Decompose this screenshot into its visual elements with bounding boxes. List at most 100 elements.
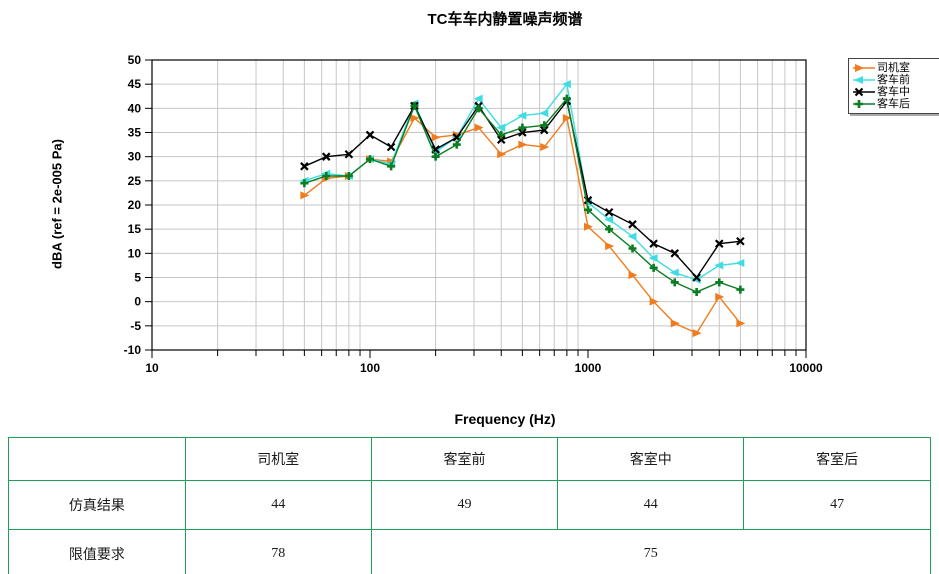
x-tick-label: 100 xyxy=(360,361,380,375)
header-driver-cab: 司机室 xyxy=(184,437,372,481)
marker-triangle-right xyxy=(474,123,484,132)
y-tick-label: 5 xyxy=(134,271,141,285)
marker-plus xyxy=(474,104,483,113)
marker-plus xyxy=(540,121,549,130)
sim-driver-cab-value: 44 xyxy=(184,480,372,530)
table-header-row: 司机室 客室前 客室中 客室后 xyxy=(8,437,931,481)
marker-triangle-right xyxy=(605,242,615,251)
marker-plus xyxy=(366,155,374,164)
marker-triangle-left xyxy=(517,111,527,120)
marker-triangle-right xyxy=(715,292,725,301)
marker-plus xyxy=(584,205,592,214)
y-tick-label: 0 xyxy=(134,295,141,309)
marker-x xyxy=(628,220,637,229)
y-tick-label: 35 xyxy=(128,126,142,140)
marker-plus xyxy=(452,140,461,149)
results-table: 司机室 客室前 客室中 客室后 仿真结果 44 49 44 47 限值要求 78… xyxy=(8,437,932,574)
legend-marker-glyph xyxy=(855,64,864,72)
marker-triangle-right xyxy=(431,133,441,142)
marker-x xyxy=(670,249,680,258)
marker-plus xyxy=(715,278,724,287)
legend-marker-glyph xyxy=(855,100,863,108)
marker-x xyxy=(300,162,309,171)
marker-triangle-left xyxy=(714,261,724,270)
legend-label: 客车前 xyxy=(877,74,910,86)
marker-x xyxy=(365,130,375,140)
y-tick-label: 10 xyxy=(128,246,142,260)
marker-triangle-left xyxy=(473,94,483,103)
marker-plus xyxy=(410,101,419,110)
legend-marker-driver-cab xyxy=(853,64,875,72)
marker-x xyxy=(518,128,527,137)
y-tick-label: -5 xyxy=(130,319,141,333)
marker-plus xyxy=(649,263,658,272)
legend-marker-coach-rear xyxy=(853,100,875,108)
marker-x xyxy=(649,239,658,248)
legend-entry: 客车后 xyxy=(851,98,937,110)
header-blank xyxy=(8,437,186,481)
marker-plus xyxy=(387,162,396,171)
marker-triangle-right xyxy=(562,114,572,122)
y-tick-label: 40 xyxy=(128,101,142,115)
legend-marker-glyph xyxy=(854,87,864,97)
marker-plus xyxy=(562,94,571,103)
marker-triangle-right xyxy=(410,114,420,122)
marker-x xyxy=(496,135,506,145)
marker-triangle-right xyxy=(670,319,680,328)
spectrum-chart: 10 100 1000 10000 -10 -5 0 5 10 15 20 25 30 35 40 45 50 xyxy=(124,53,823,375)
legend-marker-coach-front xyxy=(853,76,875,84)
marker-plus xyxy=(736,285,745,294)
limit-cabin-value: 75 xyxy=(370,529,932,574)
marker-triangle-left xyxy=(604,215,614,224)
marker-plus xyxy=(300,179,309,188)
y-tick-label: 15 xyxy=(128,222,142,236)
legend-marker-glyph xyxy=(854,76,863,84)
x-tick-label: 10 xyxy=(145,361,159,375)
marker-triangle-left xyxy=(648,254,658,263)
x-tick-label: 10000 xyxy=(789,361,823,375)
marker-plus xyxy=(344,172,353,180)
marker-x xyxy=(714,239,724,248)
marker-triangle-right xyxy=(628,271,638,280)
chart-title: TC车车内静置噪声频谱 xyxy=(427,11,583,28)
legend-label: 司机室 xyxy=(877,62,910,74)
marker-triangle-right xyxy=(518,140,528,149)
marker-triangle-left xyxy=(627,232,637,241)
header-cabin-front: 客室前 xyxy=(370,437,559,481)
y-tick-label: 20 xyxy=(128,198,142,212)
marker-triangle-left xyxy=(539,109,549,118)
sim-cabin-front-value: 49 xyxy=(370,480,559,530)
marker-triangle-right xyxy=(584,222,593,231)
legend-entry: 客车中 xyxy=(851,86,937,98)
y-tick-label: 50 xyxy=(128,53,142,67)
legend-label: 客车后 xyxy=(877,98,910,110)
row-label-simulation-result: 仿真结果 xyxy=(8,480,186,530)
marker-triangle-right xyxy=(649,297,659,306)
marker-plus xyxy=(670,278,679,287)
marker-triangle-right xyxy=(736,319,746,328)
marker-triangle-right xyxy=(692,329,702,338)
marker-plus xyxy=(692,288,701,296)
header-cabin-rear: 客室后 xyxy=(743,437,931,481)
legend-label: 客车中 xyxy=(877,86,910,98)
x-axis-label: Frequency (Hz) xyxy=(454,411,556,427)
marker-plus xyxy=(431,152,440,161)
marker-plus xyxy=(518,123,527,132)
marker-x xyxy=(604,207,614,217)
marker-triangle-right xyxy=(497,150,507,159)
chart-legend: 司机室 客车前 客车中 客车后 xyxy=(848,58,939,114)
marker-x xyxy=(321,152,331,161)
marker-triangle-left xyxy=(735,259,745,267)
header-cabin-middle: 客室中 xyxy=(557,437,745,481)
table-row: 限值要求 78 75 xyxy=(8,529,932,574)
marker-triangle-right xyxy=(300,191,310,200)
y-tick-label: -10 xyxy=(124,343,142,357)
marker-triangle-right xyxy=(540,143,550,151)
marker-plus xyxy=(628,244,637,253)
y-axis-label: dBA (ref = 2e-005 Pa) xyxy=(49,139,65,269)
legend-entry: 司机室 xyxy=(851,62,937,74)
marker-triangle-left xyxy=(496,123,506,132)
y-tick-label: 30 xyxy=(128,150,142,164)
marker-plus xyxy=(497,130,506,139)
